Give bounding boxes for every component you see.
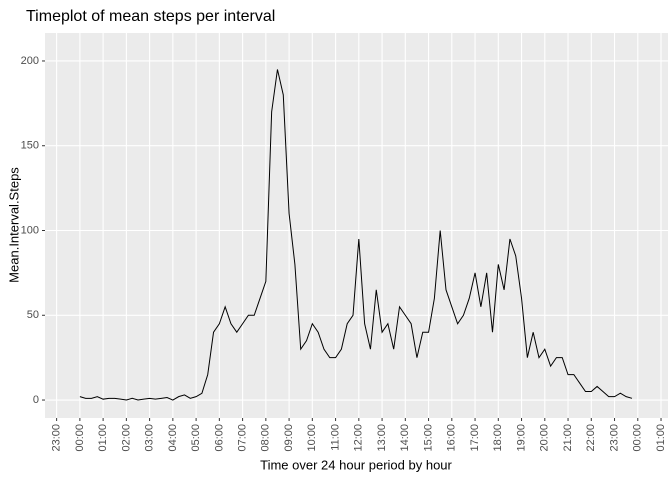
chart-title: Timeplot of mean steps per interval (26, 8, 275, 25)
y-tick-label: 0 (33, 394, 39, 406)
x-tick-label: 06:00 (213, 424, 225, 452)
x-tick-label: 20:00 (539, 424, 551, 452)
x-tick-label: 05:00 (190, 424, 202, 452)
x-tick-label: 19:00 (515, 424, 527, 452)
data-line (79, 69, 633, 401)
x-tick-label: 13:00 (376, 424, 388, 452)
x-tick-label: 15:00 (422, 424, 434, 452)
y-tick-label: 50 (27, 309, 39, 321)
x-tick-label: 10:00 (306, 424, 318, 452)
x-tick-label: 21:00 (562, 424, 574, 452)
x-tick-label: 03:00 (144, 424, 156, 452)
x-tick-label: 23:00 (608, 424, 620, 452)
x-tick-label: 17:00 (469, 424, 481, 452)
y-axis-label: Mean.Interval.Steps (6, 167, 21, 283)
x-tick-label: 01:00 (655, 424, 667, 452)
x-tick-label: 14:00 (399, 424, 411, 452)
x-tick-label: 22:00 (585, 424, 597, 452)
x-axis-label: Time over 24 hour period by hour (260, 457, 452, 472)
x-tick-label: 07:00 (236, 424, 248, 452)
x-tick-label: 09:00 (283, 424, 295, 452)
x-tick-label: 01:00 (97, 424, 109, 452)
y-tick-label: 200 (21, 55, 39, 67)
x-tick-label: 18:00 (492, 424, 504, 452)
y-tick-label: 100 (21, 224, 39, 236)
x-tick-label: 00:00 (632, 424, 644, 452)
x-tick-label: 12:00 (353, 424, 365, 452)
x-tick-label: 04:00 (167, 424, 179, 452)
x-tick-label: 08:00 (260, 424, 272, 452)
panel (45, 33, 668, 418)
x-tick-label: 16:00 (446, 424, 458, 452)
x-tick-label: 00:00 (74, 424, 86, 452)
y-tick-label: 150 (21, 140, 39, 152)
x-tick-label: 02:00 (120, 424, 132, 452)
x-tick-label: 23:00 (51, 424, 63, 452)
x-tick-label: 11:00 (329, 424, 341, 451)
